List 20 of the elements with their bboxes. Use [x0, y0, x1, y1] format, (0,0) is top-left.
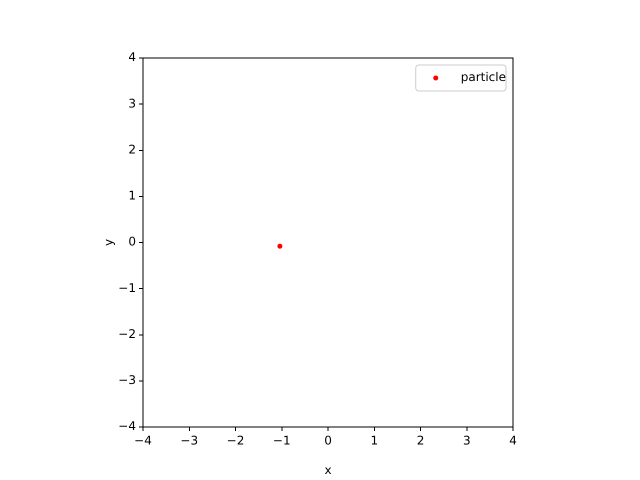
y-tick-label: −4 — [118, 419, 136, 434]
legend-label: particle — [460, 70, 506, 84]
y-tick-label: 3 — [128, 96, 136, 110]
x-axis-title: x — [324, 462, 332, 477]
x-tick-label: −3 — [180, 433, 198, 448]
x-tick-label: 2 — [416, 433, 424, 448]
y-tick-label: 2 — [128, 142, 136, 156]
y-axis-title: y — [101, 238, 116, 246]
x-tick-label: −1 — [272, 433, 291, 448]
x-tick-label: 4 — [509, 433, 517, 448]
x-tick-label: 1 — [370, 433, 378, 448]
x-tick-label: 3 — [462, 433, 471, 448]
y-tick-label: −2 — [118, 326, 136, 341]
y-tick-label: 4 — [128, 50, 136, 64]
x-tick-label: −2 — [226, 433, 244, 448]
y-tick-label: 1 — [128, 188, 136, 202]
x-tick-label: 0 — [324, 433, 332, 448]
y-tick-label: 0 — [128, 234, 136, 249]
y-tick-label: −1 — [118, 280, 136, 295]
y-tick-label: −3 — [118, 373, 136, 387]
